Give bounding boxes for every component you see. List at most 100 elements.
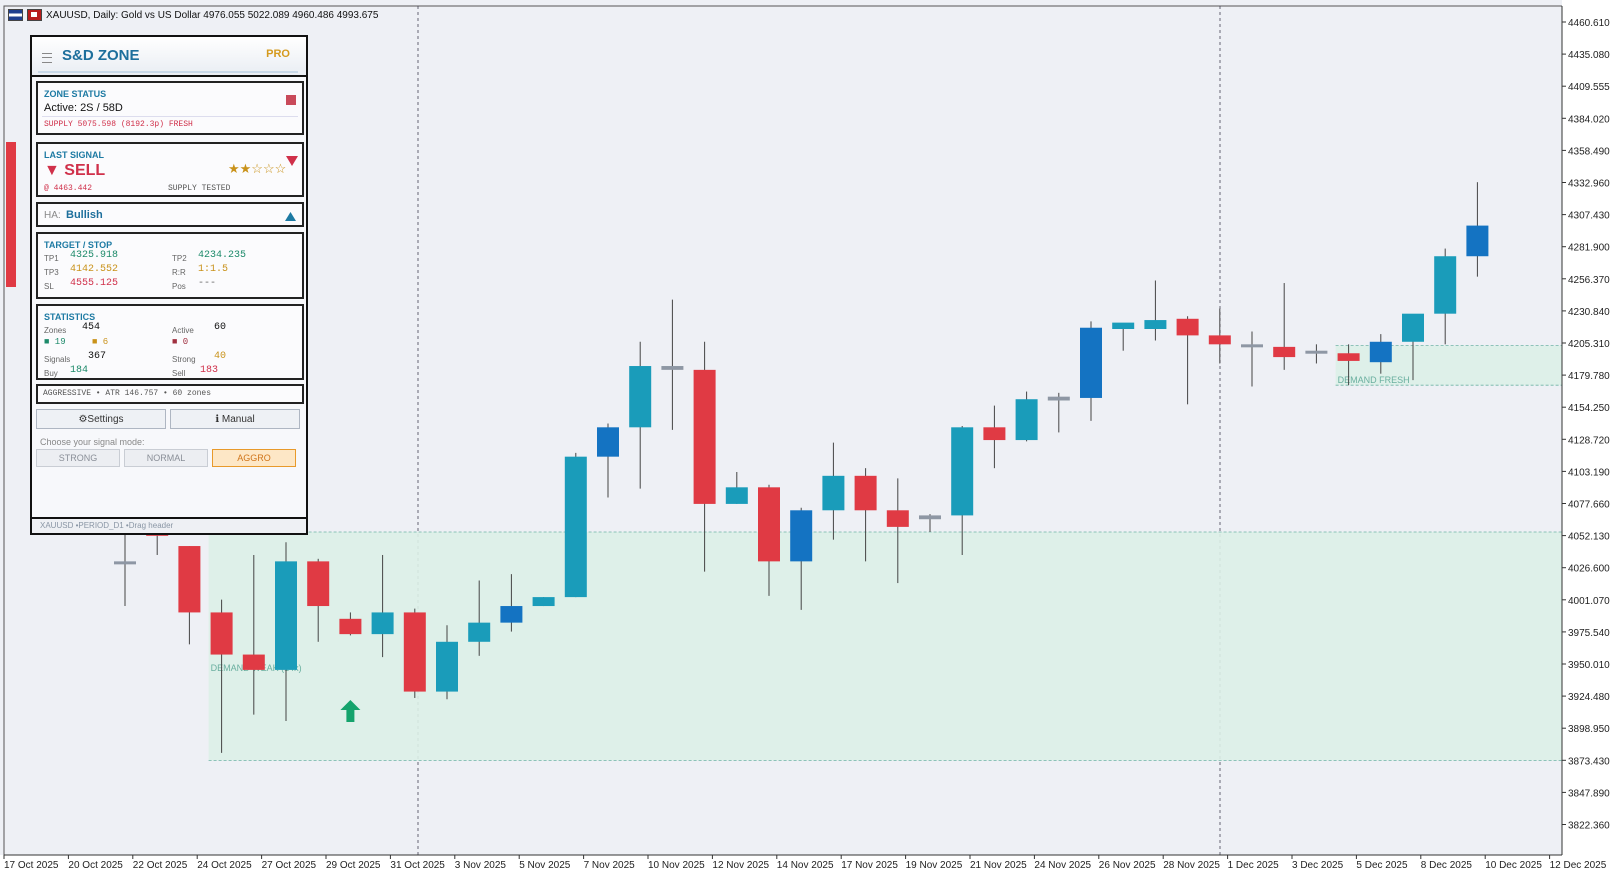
candle-body — [436, 641, 458, 692]
candle-body — [1047, 396, 1070, 401]
candle-body — [725, 487, 748, 504]
sell-value: 183 — [200, 365, 219, 376]
menu-icon[interactable] — [42, 53, 52, 63]
price-label: 3847.890 — [1568, 788, 1610, 799]
price-label: 4026.600 — [1568, 564, 1610, 575]
last-signal-value: ▼ SELL — [44, 162, 106, 179]
tp3-label: TP3 — [44, 268, 59, 277]
zones-label: Zones — [44, 326, 67, 335]
date-label: 31 Oct 2025 — [390, 860, 445, 871]
tp2-label: TP2 — [172, 254, 187, 263]
candle-body — [661, 366, 684, 370]
price-label: 3950.010 — [1568, 660, 1610, 671]
candle-body — [1466, 225, 1489, 257]
green-zone-count: ■ 19 — [44, 337, 66, 347]
date-label: 8 Dec 2025 — [1421, 860, 1473, 871]
date-label: 24 Nov 2025 — [1034, 860, 1091, 871]
candle-body — [307, 561, 330, 607]
manual-button[interactable]: ℹ Manual — [170, 409, 300, 429]
pos-value: --- — [198, 278, 217, 289]
candle-body — [178, 546, 201, 613]
mode-strong-button[interactable]: STRONG — [36, 449, 120, 467]
date-label: 3 Nov 2025 — [455, 860, 507, 871]
signals-label: Signals — [44, 355, 71, 364]
price-label: 4435.080 — [1568, 50, 1610, 61]
candle-body — [210, 612, 233, 655]
date-label: 26 Nov 2025 — [1099, 860, 1156, 871]
tp1-label: TP1 — [44, 254, 59, 263]
target-stop-box: TARGET / STOP TP1 4325.918 TP2 4234.235 … — [36, 232, 304, 299]
signals-value: 367 — [88, 351, 107, 362]
chart-type-icon[interactable] — [27, 9, 42, 21]
price-label: 4332.960 — [1568, 179, 1610, 190]
candle-body — [886, 510, 909, 527]
date-label: 5 Dec 2025 — [1356, 860, 1408, 871]
pro-badge: PRO — [266, 48, 290, 60]
mode-normal-button[interactable]: NORMAL — [124, 449, 208, 467]
price-label: 4384.020 — [1568, 114, 1610, 125]
date-label: 21 Nov 2025 — [970, 860, 1027, 871]
target-stop-heading: TARGET / STOP — [44, 240, 113, 250]
demand-zone — [208, 531, 1563, 761]
date-label: 27 Oct 2025 — [262, 860, 317, 871]
candle-body — [1208, 335, 1231, 345]
candle-body — [1144, 320, 1167, 330]
price-label: 3873.430 — [1568, 756, 1610, 767]
mode-info: AGGRESSIVE • ATR 146.757 • 60 zones — [43, 389, 212, 398]
price-label: 4205.310 — [1568, 339, 1610, 350]
buy-value: 184 — [70, 365, 89, 376]
zone-label: DEMAND FRESH — [1338, 375, 1410, 385]
candle-body — [1369, 341, 1392, 363]
date-label: 10 Nov 2025 — [648, 860, 705, 871]
candle-body — [1434, 256, 1457, 314]
red-zone-count: ■ 0 — [172, 337, 189, 347]
strong-value: 40 — [214, 351, 227, 362]
panel-header[interactable]: S&D ZONE PRO — [32, 37, 306, 77]
time-axis-bg — [0, 855, 1622, 879]
candle-body — [1176, 318, 1199, 336]
sd-zone-panel: S&D ZONE PRO ZONE STATUS Active: 2S / 58… — [30, 35, 308, 535]
zone-status-indicator — [286, 95, 296, 105]
tp2-value: 4234.235 — [198, 250, 247, 261]
last-signal-heading: LAST SIGNAL — [44, 150, 104, 160]
last-signal-box: LAST SIGNAL ▼ SELL ★★☆☆☆ @ 4463.442 SUPP… — [36, 142, 304, 197]
previous-candle-partial — [6, 142, 16, 287]
date-label: 29 Oct 2025 — [326, 860, 381, 871]
candle-body — [275, 561, 297, 670]
price-label: 4460.610 — [1568, 18, 1610, 29]
settings-button[interactable]: ⚙Settings — [36, 409, 166, 429]
candle-body — [983, 427, 1006, 441]
candle-body — [1305, 350, 1328, 354]
gold-zone-count: ■ 6 — [92, 337, 109, 347]
candle-body — [371, 612, 394, 635]
candle-body — [790, 510, 813, 562]
divider — [42, 116, 298, 117]
mode-aggro-button[interactable]: AGGRO — [212, 449, 296, 467]
sl-label: SL — [44, 282, 54, 291]
rr-value: 1:1.5 — [198, 264, 229, 275]
price-label: 3898.950 — [1568, 724, 1610, 735]
strong-label: Strong — [172, 355, 196, 364]
pos-label: Pos — [172, 282, 186, 291]
candle-body — [564, 456, 587, 598]
date-label: 22 Oct 2025 — [133, 860, 188, 871]
chart-title-bar: XAUUSD, Daily: Gold vs US Dollar 4976.05… — [8, 9, 378, 21]
candle-body — [1273, 346, 1296, 358]
ha-label: HA: — [44, 210, 61, 221]
date-label: 12 Nov 2025 — [712, 860, 769, 871]
date-label: 10 Dec 2025 — [1485, 860, 1542, 871]
candle-body — [1402, 313, 1424, 342]
price-label: 3822.360 — [1568, 821, 1610, 832]
date-label: 19 Nov 2025 — [906, 860, 963, 871]
candle-body — [758, 487, 780, 562]
date-label: 3 Dec 2025 — [1292, 860, 1344, 871]
price-label: 4281.900 — [1568, 243, 1610, 254]
date-label: 24 Oct 2025 — [197, 860, 252, 871]
rr-label: R:R — [172, 268, 186, 277]
panel-footer[interactable]: XAUUSD •PERIOD_D1 •Drag header — [32, 517, 306, 533]
ha-value: Bullish — [66, 209, 103, 221]
date-label: 12 Dec 2025 — [1550, 860, 1607, 871]
price-label: 4230.840 — [1568, 307, 1610, 318]
candle-body — [919, 515, 941, 520]
